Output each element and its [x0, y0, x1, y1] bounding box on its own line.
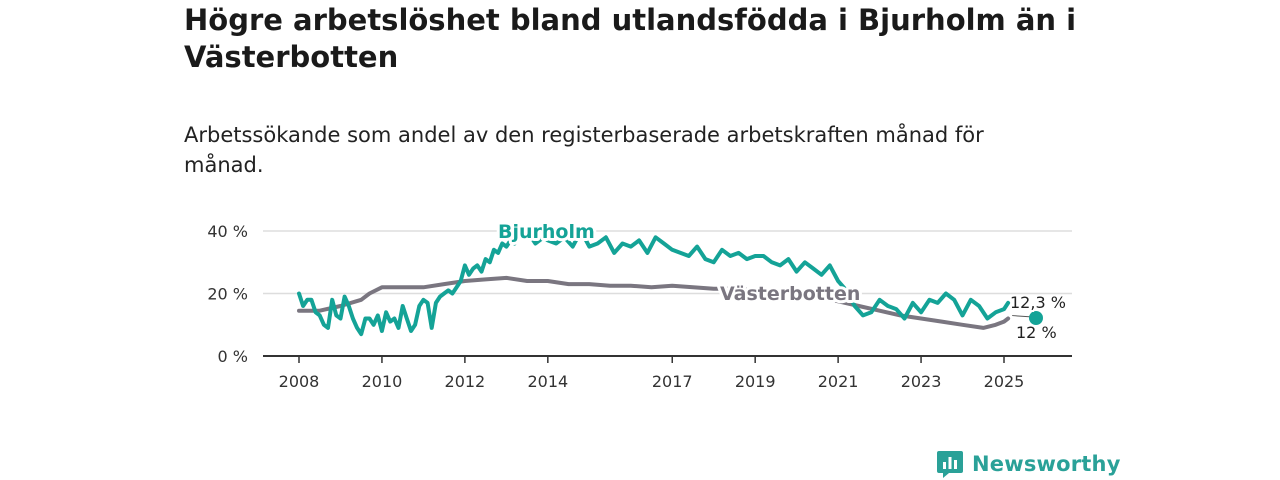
grid: 0 % 20 % 40 %: [207, 222, 1072, 366]
chart-subtitle: Arbetssökande som andel av den registerb…: [184, 123, 984, 177]
x-axis: 2008 2010 2012 2014 2017 2019 2021 2023 2025: [263, 355, 1072, 391]
series-layer: [297, 225, 1011, 337]
end-point-marker: [1029, 311, 1043, 325]
x-tick-label: 2021: [818, 372, 859, 391]
chart-title: Högre arbetslöshet bland utlandsfödda i …: [184, 3, 1077, 74]
end-label-vasterbotten-halo: 12 %: [1016, 323, 1057, 342]
x-tick-label: 2014: [527, 372, 568, 391]
x-tick-label: 2008: [279, 372, 320, 391]
series-labels: BjurholmBjurholmVästerbottenVästerbotten…: [495, 218, 1068, 344]
series-line-vasterbotten: [297, 275, 1011, 330]
end-label-bjurholm: 12,3 %: [1010, 293, 1066, 312]
y-tick-label: 40 %: [207, 222, 248, 241]
newsworthy-icon: [937, 451, 963, 478]
x-tick-label: 2019: [735, 372, 776, 391]
end-label-vasterbotten: 12 %: [1016, 323, 1057, 342]
series-label-bjurholm: Bjurholm: [498, 221, 595, 243]
series-label-vasterbotten-halo: Västerbotten: [720, 283, 860, 305]
series-line-bjurholm: [297, 225, 1011, 337]
brand-name: Newsworthy: [972, 452, 1121, 476]
x-tick-label: 2023: [901, 372, 942, 391]
y-tick-label: 0 %: [218, 347, 248, 366]
newsworthy-logo[interactable]: Newsworthy: [936, 448, 1121, 480]
x-tick-label: 2012: [445, 372, 486, 391]
x-tick-label: 2010: [362, 372, 403, 391]
y-tick-label: 20 %: [207, 285, 248, 304]
series-label-vasterbotten: Västerbotten: [720, 283, 860, 305]
x-tick-label: 2025: [984, 372, 1025, 391]
x-tick-label: 2017: [652, 372, 693, 391]
series-label-bjurholm-halo: Bjurholm: [498, 221, 595, 243]
end-label-bjurholm-halo: 12,3 %: [1010, 293, 1066, 312]
